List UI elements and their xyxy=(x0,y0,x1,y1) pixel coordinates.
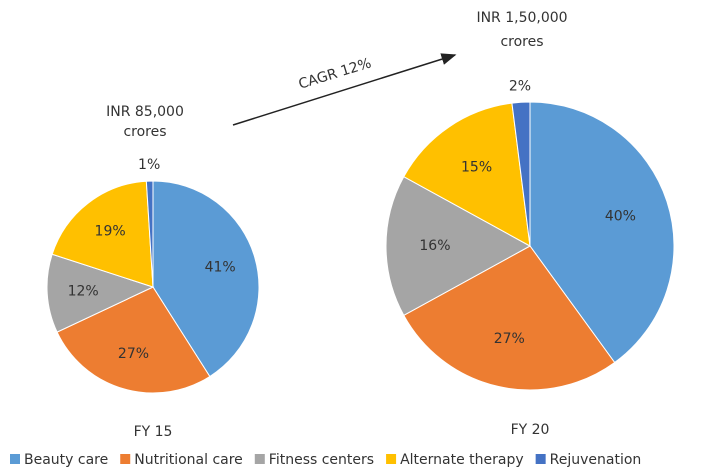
pie-slice xyxy=(403,245,616,391)
slice-label: 12% xyxy=(68,283,99,299)
slice-label: 15% xyxy=(461,159,492,175)
pie-slice xyxy=(51,180,154,288)
legend-label: Rejuvenation xyxy=(550,452,642,468)
slice-label: 40% xyxy=(605,209,636,225)
slice-label: 2% xyxy=(509,78,531,94)
legend-swatch xyxy=(535,454,546,464)
legend-label: Alternate therapy xyxy=(400,452,524,468)
pie-slice xyxy=(152,180,260,378)
legend-swatch xyxy=(254,454,265,464)
pie-subtitle: INR 85,000 xyxy=(106,104,184,120)
legend-label: Fitness centers xyxy=(269,452,374,468)
slice-label: 19% xyxy=(95,224,126,240)
cagr-annotation: CAGR 12% xyxy=(297,55,374,92)
pie-title: FY 20 xyxy=(511,422,550,438)
legend-swatch xyxy=(120,454,131,464)
pie-slice xyxy=(145,180,154,288)
pie-slice xyxy=(385,175,532,317)
pie-slice xyxy=(46,253,155,333)
growth-arrow xyxy=(232,53,457,126)
pie-slice xyxy=(529,101,675,364)
slice-label: 41% xyxy=(205,259,236,275)
slice-label: 1% xyxy=(138,157,160,173)
legend-swatch xyxy=(10,454,20,464)
slice-label: 27% xyxy=(118,346,149,362)
legend-swatch xyxy=(386,454,397,464)
pie-slice xyxy=(511,101,531,247)
pie-slice xyxy=(403,102,531,247)
legend-label: Nutritional care xyxy=(134,452,243,468)
pie-title: FY 15 xyxy=(134,424,173,440)
pie-subtitle: INR 1,50,000 xyxy=(476,10,567,26)
slice-label: 16% xyxy=(419,238,450,254)
pie-subtitle: crores xyxy=(500,34,543,50)
slice-label: 27% xyxy=(494,331,525,347)
pie-subtitle: crores xyxy=(123,124,166,140)
pie-slice xyxy=(56,286,211,394)
legend-label: Beauty care xyxy=(24,452,108,468)
